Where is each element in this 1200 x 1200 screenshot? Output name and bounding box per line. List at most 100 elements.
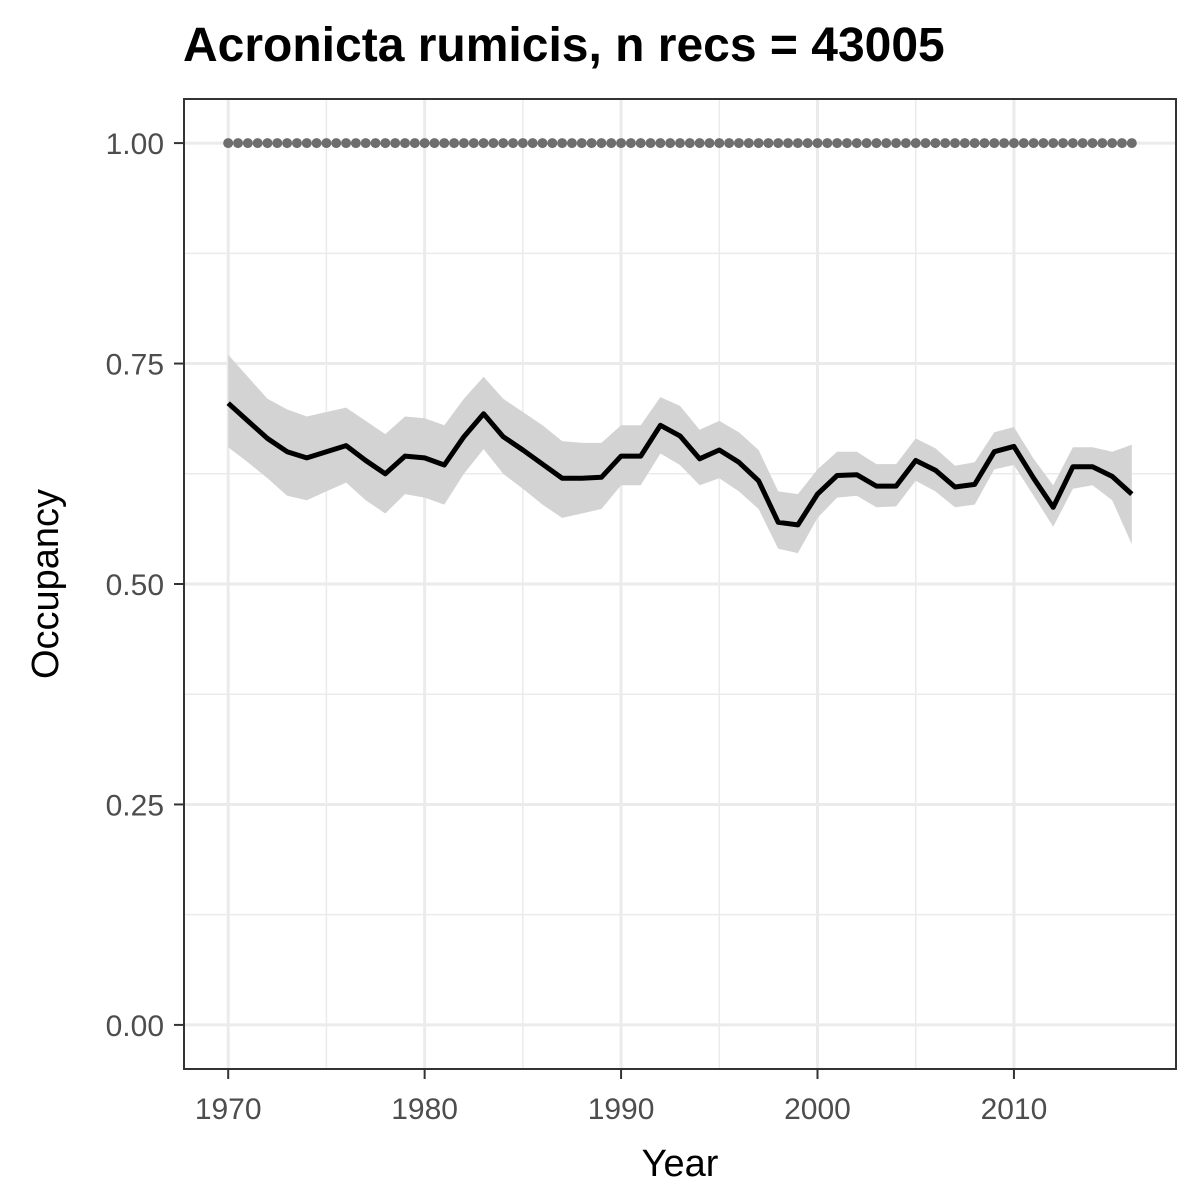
reference-dot [468,138,479,149]
reference-dot [704,138,715,149]
reference-point [1008,138,1019,149]
reference-point [753,138,764,149]
reference-point [616,138,627,149]
reference-dots [223,138,1137,149]
reference-dot [409,138,420,149]
reference-point [242,138,253,149]
reference-point [301,138,312,149]
reference-dot [311,138,322,149]
reference-dot [350,138,361,149]
reference-dot [743,138,754,149]
reference-point [399,138,410,149]
reference-dot [527,138,538,149]
x-axis: 1970 1980 1990 2000 2010 [195,1069,1047,1126]
reference-dot [547,138,558,149]
reference-dot [370,138,381,149]
x-tick-label: 2000 [784,1093,851,1126]
reference-dot [822,138,833,149]
reference-point [733,138,744,149]
x-tick-label: 2010 [981,1093,1048,1126]
reference-point [969,138,980,149]
reference-dot [252,138,263,149]
y-tick-label: 0.75 [106,349,164,382]
y-tick-label: 1.00 [106,128,164,161]
y-axis: 0.00 0.25 0.50 0.75 1.00 [106,128,184,1043]
reference-point [341,138,352,149]
reference-dot [488,138,499,149]
reference-dot [861,138,872,149]
reference-point [871,138,882,149]
reference-dot [390,138,401,149]
reference-dot [1116,138,1127,149]
reference-dot [783,138,794,149]
reference-point [655,138,666,149]
major-gridlines [184,99,1176,1069]
reference-dot [900,138,911,149]
reference-point [910,138,921,149]
reference-point [1028,138,1039,149]
reference-point [694,138,705,149]
y-tick-label: 0.25 [106,789,164,822]
reference-dot [665,138,676,149]
reference-point [517,138,528,149]
reference-dot [566,138,577,149]
reference-point [596,138,607,149]
reference-dot [724,138,735,149]
reference-point [360,138,371,149]
reference-point [989,138,1000,149]
confidence-ribbon [228,354,1132,554]
reference-point [773,138,784,149]
reference-point [812,138,823,149]
reference-point [1087,138,1098,149]
reference-dot [881,138,892,149]
reference-point [419,138,430,149]
reference-dot [999,138,1010,149]
reference-point [537,138,548,149]
reference-dot [291,138,302,149]
reference-dot [272,138,283,149]
reference-dot [1077,138,1088,149]
reference-dot [645,138,656,149]
reference-point [557,138,568,149]
reference-dot [940,138,951,149]
reference-dot [625,138,636,149]
reference-point [262,138,273,149]
reference-dot [1018,138,1029,149]
reference-dot [1058,138,1069,149]
reference-dot [841,138,852,149]
reference-dot [1038,138,1049,149]
reference-dot [233,138,244,149]
reference-point [223,138,234,149]
reference-point [851,138,862,149]
reference-point [1107,138,1118,149]
reference-dot [763,138,774,149]
reference-dot [920,138,931,149]
y-tick-label: 0.50 [106,569,164,602]
reference-dot [429,138,440,149]
reference-point [950,138,961,149]
reference-dot [606,138,617,149]
reference-point [576,138,587,149]
reference-point [458,138,469,149]
occupancy-line [226,401,1134,528]
reference-point [380,138,391,149]
reference-point [714,138,725,149]
reference-dot [449,138,460,149]
reference-point [930,138,941,149]
reference-dot [959,138,970,149]
reference-point [498,138,509,149]
reference-point [675,138,685,149]
reference-point [439,138,450,149]
reference-point [1067,138,1078,149]
y-axis-title: Occupancy [25,489,67,679]
y-tick-label: 0.00 [106,1010,164,1043]
reference-point [1048,138,1059,149]
chart-title: Acronicta rumicis, n recs = 43005 [183,19,945,72]
reference-dot [802,138,813,149]
x-tick-label: 1990 [588,1093,655,1126]
reference-point [891,138,902,149]
reference-point [832,138,843,149]
reference-dot [331,138,342,149]
reference-dot [586,138,597,149]
